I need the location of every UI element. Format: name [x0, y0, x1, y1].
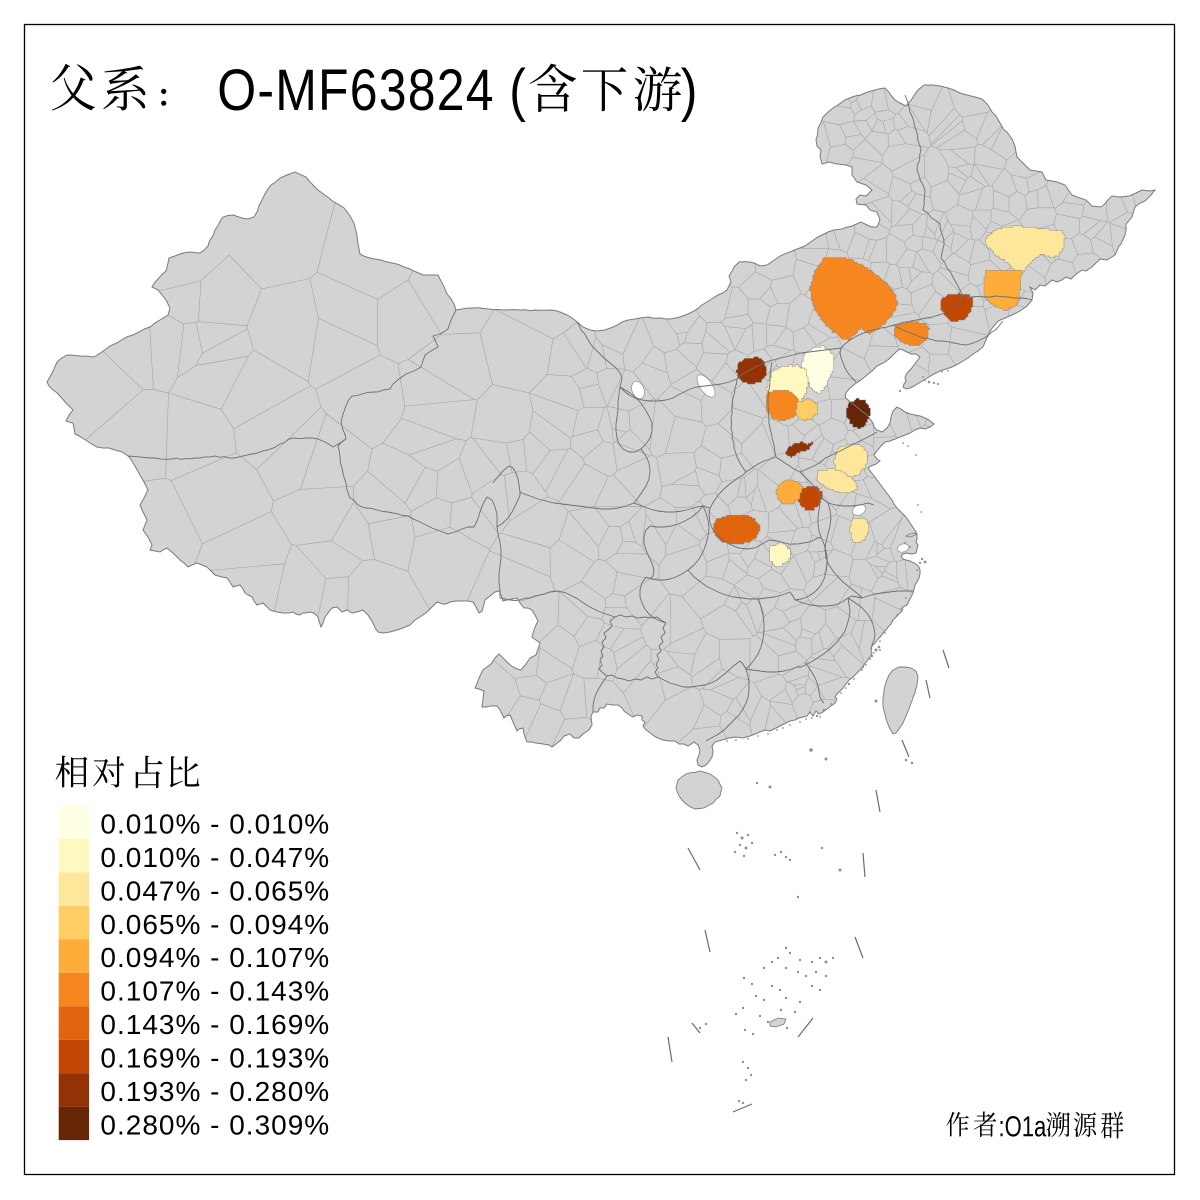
svg-text:0.107% - 0.143%: 0.107% - 0.143%	[100, 976, 330, 1007]
svg-text:0.010% - 0.047%: 0.010% - 0.047%	[100, 842, 330, 873]
svg-text:0.010% - 0.010%: 0.010% - 0.010%	[100, 809, 330, 840]
svg-text:(: (	[509, 59, 526, 123]
svg-text:): )	[681, 59, 698, 123]
svg-text:0.065% - 0.094%: 0.065% - 0.094%	[100, 909, 330, 940]
svg-text:0.169% - 0.193%: 0.169% - 0.193%	[100, 1043, 330, 1074]
svg-text:0.193% - 0.280%: 0.193% - 0.280%	[100, 1076, 330, 1107]
svg-text:O-MF63824: O-MF63824	[217, 59, 494, 123]
svg-text:0.094% - 0.107%: 0.094% - 0.107%	[100, 942, 330, 973]
svg-text:0.143% - 0.169%: 0.143% - 0.169%	[100, 1009, 330, 1040]
svg-text:0.047% - 0.065%: 0.047% - 0.065%	[100, 875, 330, 906]
svg-text:0.280% - 0.309%: 0.280% - 0.309%	[100, 1109, 330, 1140]
